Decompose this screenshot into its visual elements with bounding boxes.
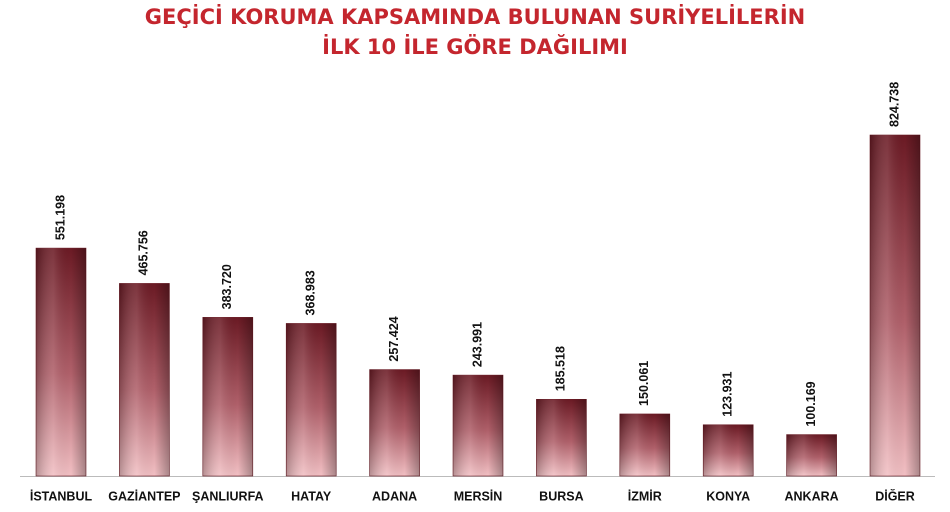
x-tick-label: GAZİANTEP: [108, 488, 180, 503]
value-label: 368.983: [303, 270, 317, 315]
x-tick-label: ADANA: [372, 489, 417, 503]
bar: [619, 413, 671, 477]
value-label: 551.198: [53, 195, 67, 240]
x-tick-label: KONYA: [706, 489, 750, 503]
value-label: 243.991: [470, 322, 484, 367]
x-tick-label: İZMİR: [628, 488, 662, 503]
chart-title: GEÇİCİ KORUMA KAPSAMINDA BULUNAN SURİYEL…: [145, 4, 805, 29]
bar: [35, 247, 87, 477]
bar: [119, 283, 170, 477]
x-tick-label: ANKARA: [785, 489, 839, 503]
value-label: 123.931: [720, 372, 734, 417]
bar: [369, 369, 420, 477]
x-tick-label: MERSİN: [454, 488, 503, 503]
x-tick-label: HATAY: [291, 489, 332, 503]
value-label: 185.518: [554, 346, 568, 391]
bar: [536, 398, 587, 477]
x-tick-label: İSTANBUL: [30, 488, 93, 503]
x-tick-label: BURSA: [539, 489, 583, 503]
bar: [786, 434, 837, 477]
value-label: 150.061: [637, 361, 651, 406]
value-label: 257.424: [387, 316, 401, 361]
bar: [452, 374, 504, 477]
value-label: 383.720: [220, 264, 234, 309]
x-tick-label: ŞANLIURFA: [192, 489, 264, 503]
value-label: 100.169: [804, 381, 818, 426]
bar: [702, 424, 754, 477]
bar: [869, 134, 921, 477]
value-label: 465.756: [137, 230, 151, 275]
bar: [202, 317, 254, 477]
bar: [285, 323, 337, 477]
x-tick-label: DİĞER: [875, 488, 915, 503]
chart-title: İLK 10 İLE GÖRE DAĞILIMI: [322, 34, 628, 59]
value-label: 824.738: [887, 82, 901, 127]
